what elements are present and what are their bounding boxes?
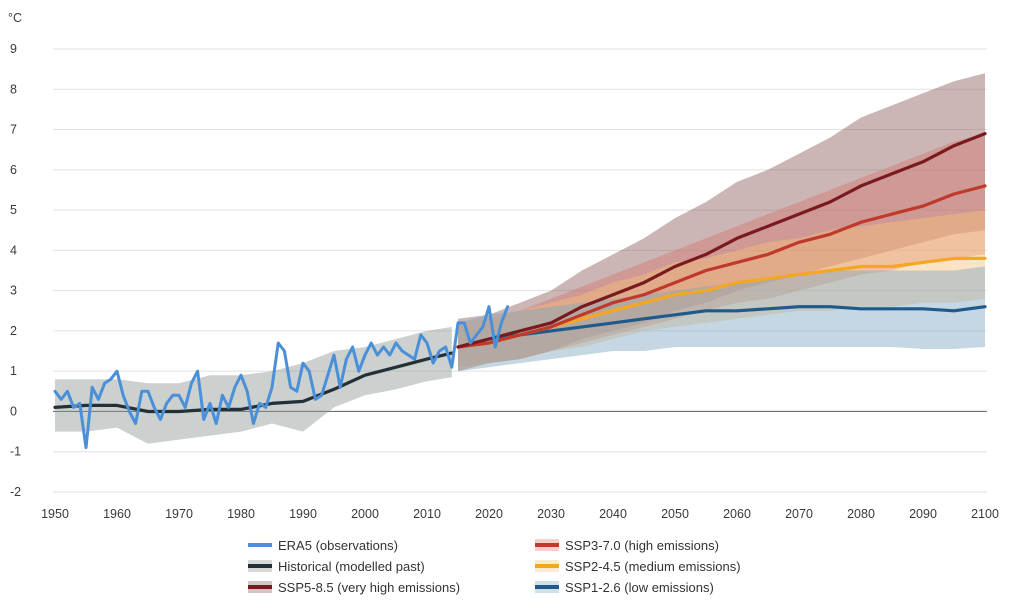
y-tick-label-2: 2 <box>10 324 17 338</box>
legend-swatch-historical <box>248 560 272 572</box>
legend-swatch-ssp585 <box>248 581 272 593</box>
y-tick-label-6: 6 <box>10 163 17 177</box>
y-tick-label-1: 1 <box>10 364 17 378</box>
y-tick-label-1: -1 <box>10 445 21 459</box>
legend-line-ssp126 <box>535 585 559 589</box>
chart-legend: ERA5 (observations) Historical (modelled… <box>248 536 808 608</box>
x-tick-label-1950: 1950 <box>41 507 69 521</box>
x-tick-label-1960: 1960 <box>103 507 131 521</box>
x-tick-label-2070: 2070 <box>785 507 813 521</box>
x-tick-label-2040: 2040 <box>599 507 627 521</box>
band-ssp3-7-0 <box>458 133 985 368</box>
legend-label-era5: ERA5 (observations) <box>278 537 398 553</box>
series-line-historical <box>53 351 454 414</box>
legend-swatch-era5 <box>248 539 272 551</box>
temperature-projection-chart: °C -2 -1 0 1 2 3 4 5 6 7 8 9 1950 1960 1970 1980 1990 20… <box>8 11 999 521</box>
y-tick-label-0: 0 <box>10 404 17 418</box>
legend-label-ssp126: SSP1-2.6 (low emissions) <box>565 579 714 595</box>
y-axis-ticks: -2 -1 0 1 2 3 4 5 6 7 8 9 <box>10 42 21 499</box>
legend-line-ssp585 <box>248 585 272 589</box>
y-tick-label-3: 3 <box>10 284 17 298</box>
legend-line-era5 <box>248 543 272 547</box>
series-line-ssp5-8-5 <box>456 132 987 349</box>
x-tick-label-2010: 2010 <box>413 507 441 521</box>
legend-item-historical: Historical (modelled past) <box>248 557 425 575</box>
legend-item-ssp585: SSP5-8.5 (very high emissions) <box>248 578 460 596</box>
series-line-era5 <box>53 305 510 450</box>
series-line-ssp1-2-6 <box>456 305 987 349</box>
legend-item-ssp370: SSP3-7.0 (high emissions) <box>535 536 719 554</box>
legend-swatch-ssp370 <box>535 539 559 551</box>
band-historical <box>55 326 452 444</box>
legend-swatch-ssp245 <box>535 560 559 572</box>
x-tick-label-2030: 2030 <box>537 507 565 521</box>
x-tick-label-2050: 2050 <box>661 507 689 521</box>
x-tick-label-2020: 2020 <box>475 507 503 521</box>
legend-swatch-ssp126 <box>535 581 559 593</box>
y-tick-label-7: 7 <box>10 123 17 137</box>
legend-label-historical: Historical (modelled past) <box>278 558 425 574</box>
x-tick-label-1980: 1980 <box>227 507 255 521</box>
x-axis-ticks: 1950 1960 1970 1980 1990 2000 2010 2020 2030 2040… <box>41 507 999 521</box>
x-tick-label-2080: 2080 <box>847 507 875 521</box>
band-ssp5-8-5 <box>458 73 985 372</box>
uncertainty-bands <box>55 73 985 444</box>
y-tick-label-8: 8 <box>10 82 17 96</box>
legend-line-ssp245 <box>535 564 559 568</box>
x-tick-label-2100: 2100 <box>971 507 999 521</box>
x-tick-label-1970: 1970 <box>165 507 193 521</box>
x-tick-label-2000: 2000 <box>351 507 379 521</box>
x-tick-label-2090: 2090 <box>909 507 937 521</box>
legend-line-historical <box>248 564 272 568</box>
legend-label-ssp245: SSP2-4.5 (medium emissions) <box>565 558 741 574</box>
series-lines <box>53 132 987 450</box>
band-ssp1-2-6 <box>458 266 985 372</box>
series-line-ssp3-7-0 <box>456 184 987 349</box>
x-tick-label-1990: 1990 <box>289 507 317 521</box>
y-tick-label-9: 9 <box>10 42 17 56</box>
legend-item-era5: ERA5 (observations) <box>248 536 398 554</box>
band-ssp2-4-5 <box>458 210 985 372</box>
legend-label-ssp370: SSP3-7.0 (high emissions) <box>565 537 719 553</box>
legend-item-ssp245: SSP2-4.5 (medium emissions) <box>535 557 741 575</box>
legend-item-ssp126: SSP1-2.6 (low emissions) <box>535 578 714 596</box>
y-tick-label-4: 4 <box>10 243 17 257</box>
x-tick-label-2060: 2060 <box>723 507 751 521</box>
legend-label-ssp585: SSP5-8.5 (very high emissions) <box>278 579 461 595</box>
legend-line-ssp370 <box>535 543 559 547</box>
y-tick-label-5: 5 <box>10 203 17 217</box>
y-tick-label-2: -2 <box>10 485 21 499</box>
y-axis-unit-label: °C <box>8 11 22 25</box>
